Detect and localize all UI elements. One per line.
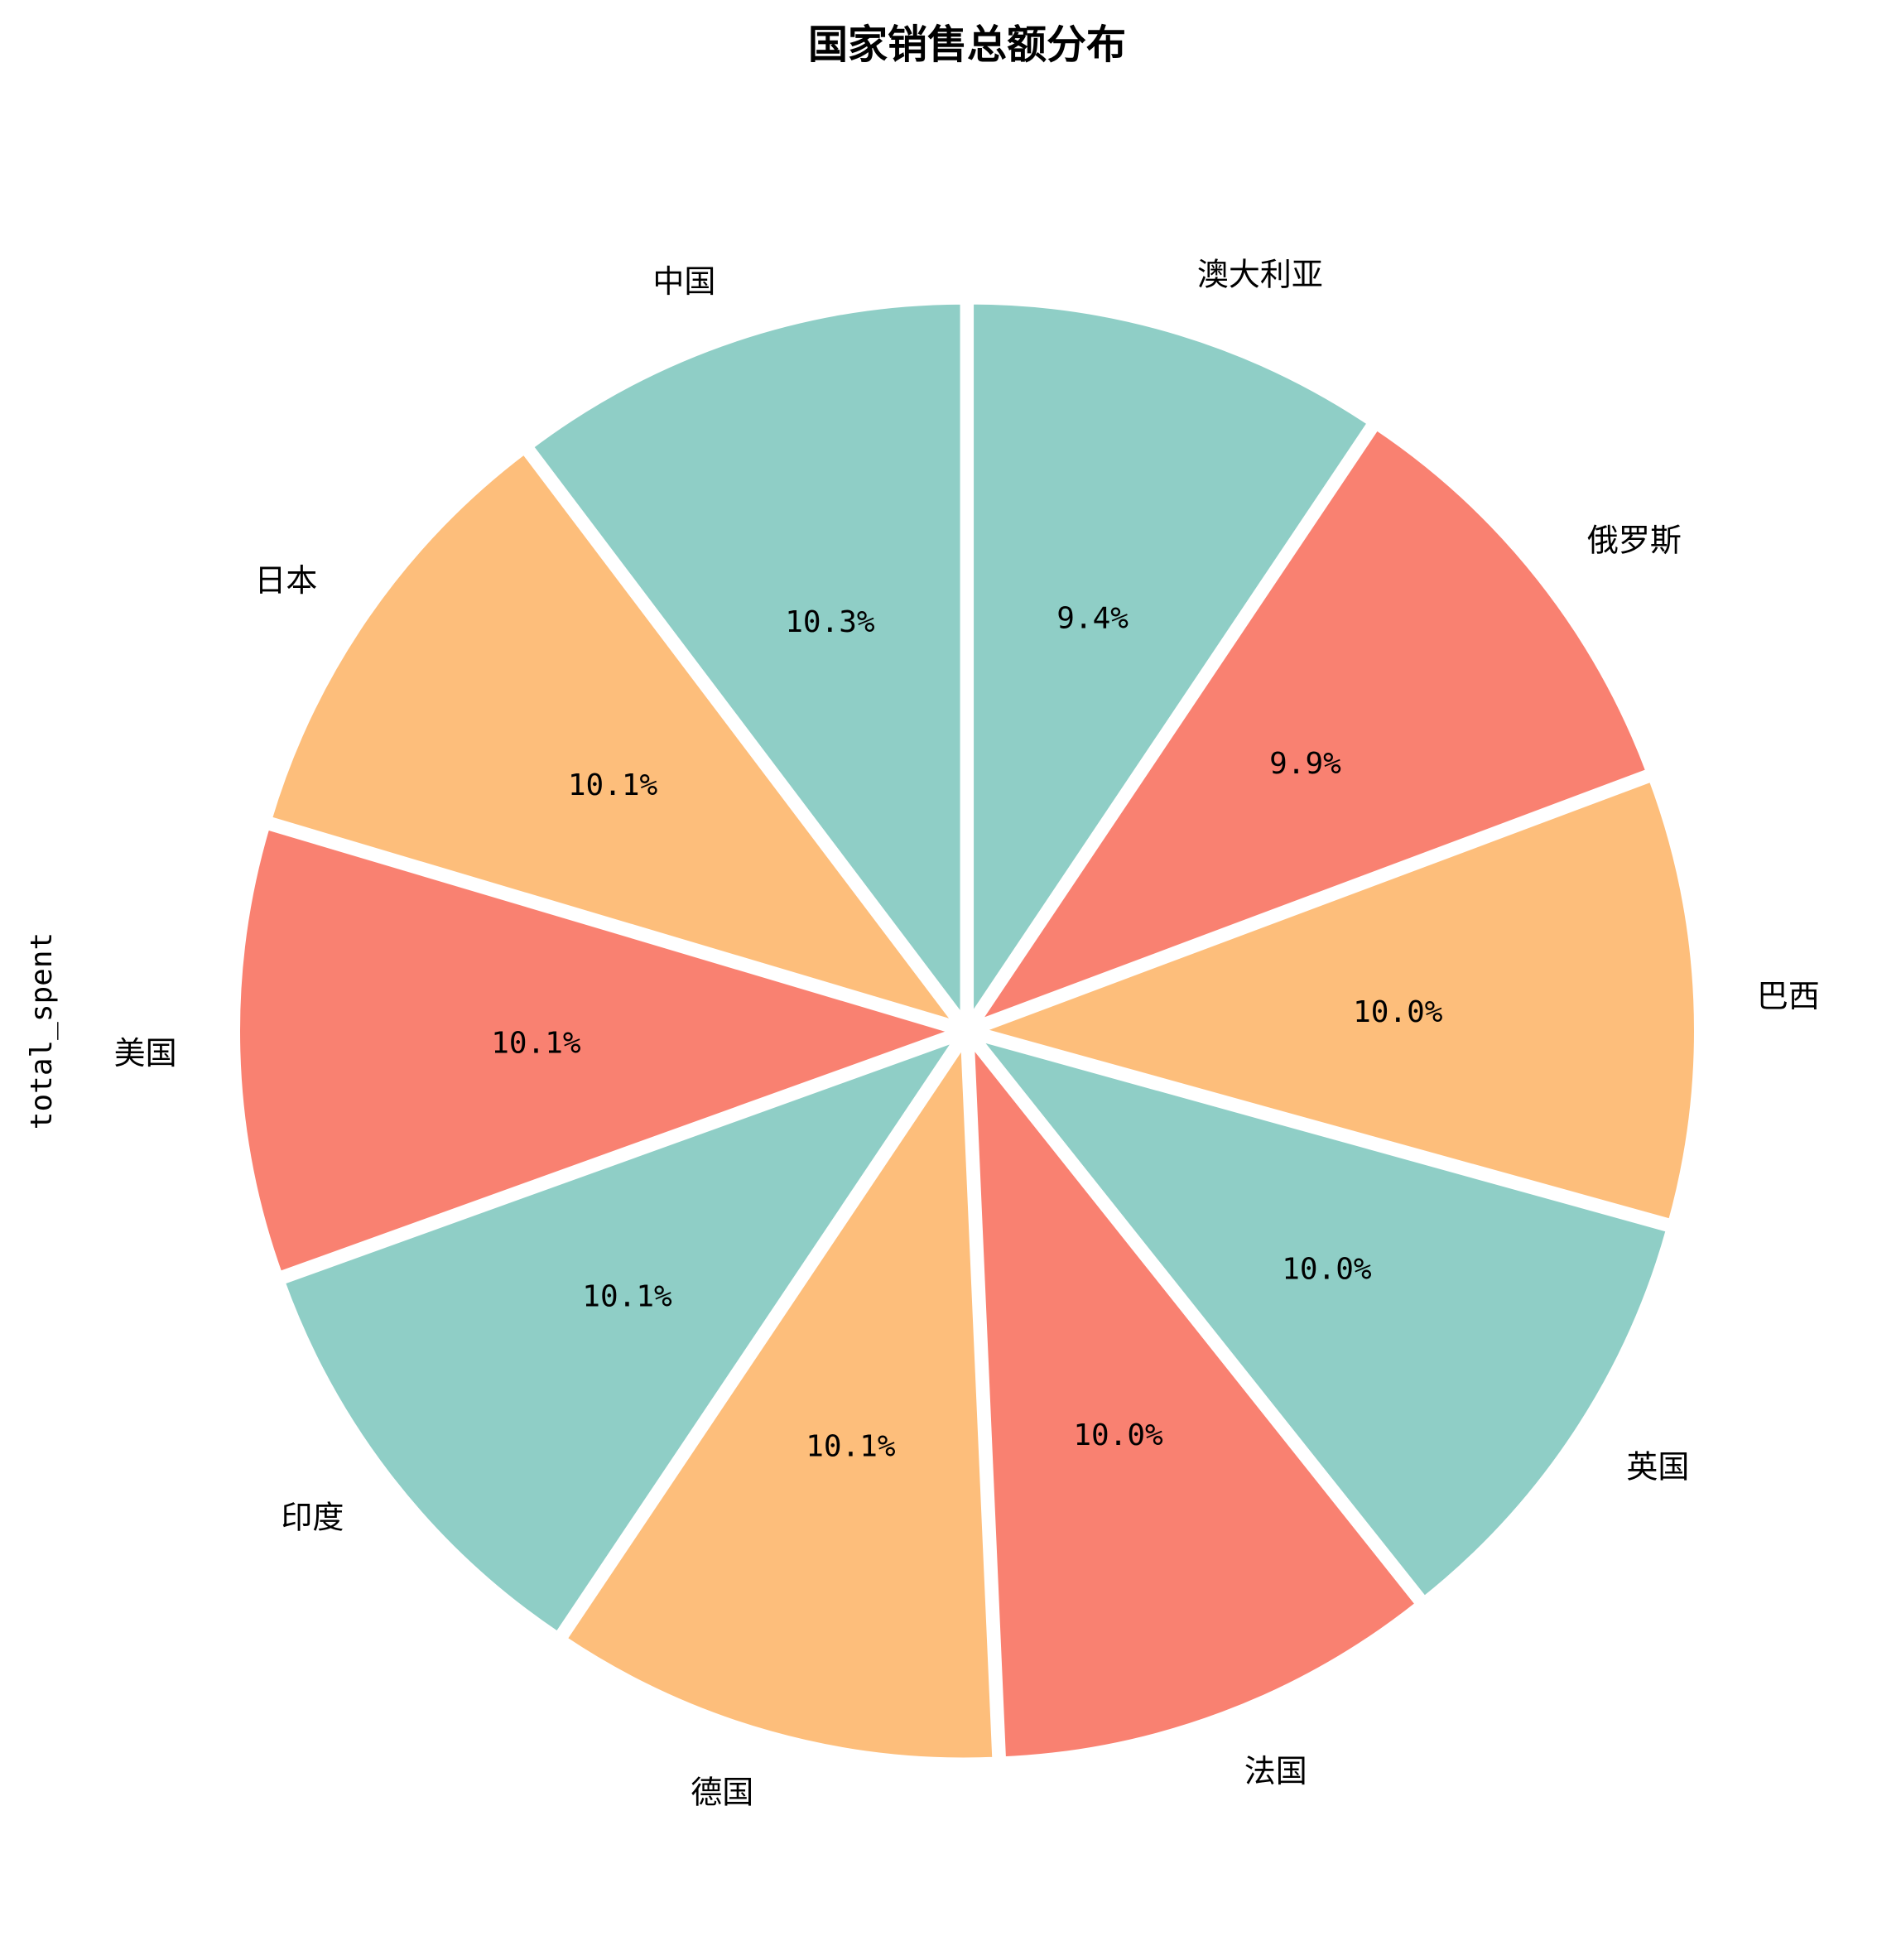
percent-label: 9.9% [1269, 747, 1341, 781]
pie-slice [278, 1034, 961, 1639]
category-label: 中国 [652, 263, 715, 300]
percent-label: 9.4% [1056, 602, 1129, 636]
pie-labels: 中国 10.3% 日本 10.1% 美国 10.1% 印度 10.1% 德国 10.1% 法国 10.… [114, 257, 1820, 1811]
pie-slice [560, 1038, 999, 1765]
category-label: 德国 [691, 1774, 753, 1810]
percent-label: 10.0% [1282, 1252, 1372, 1286]
y-axis-label: total_spent [25, 932, 59, 1129]
pie-slice [972, 423, 1653, 1028]
category-label: 巴西 [1757, 978, 1820, 1014]
percent-label: 10.1% [582, 1279, 672, 1313]
category-label: 英国 [1626, 1449, 1689, 1486]
pie-slice [975, 775, 1701, 1226]
category-label: 美国 [114, 1035, 177, 1071]
percent-label: 10.1% [806, 1429, 896, 1463]
pie-slice [967, 1038, 1422, 1764]
pie-slice [233, 822, 960, 1279]
percent-label: 10.1% [568, 768, 658, 802]
percent-label: 10.3% [785, 605, 875, 639]
pie-slice [967, 297, 1374, 1023]
category-label: 印度 [281, 1500, 344, 1536]
percent-label: 10.0% [1353, 995, 1443, 1029]
percent-label: 10.0% [1073, 1418, 1163, 1452]
category-label: 日本 [254, 562, 317, 599]
category-label: 法国 [1244, 1753, 1307, 1789]
pie-slice [973, 1033, 1673, 1603]
pie-slices [233, 297, 1701, 1765]
category-label: 澳大利亚 [1197, 257, 1323, 293]
chart-title: 国家销售总额分布 [808, 22, 1126, 68]
pie-slice [265, 447, 961, 1028]
category-label: 俄罗斯 [1587, 523, 1682, 559]
percent-label: 10.1% [491, 1027, 581, 1061]
pie-slice [527, 297, 967, 1023]
